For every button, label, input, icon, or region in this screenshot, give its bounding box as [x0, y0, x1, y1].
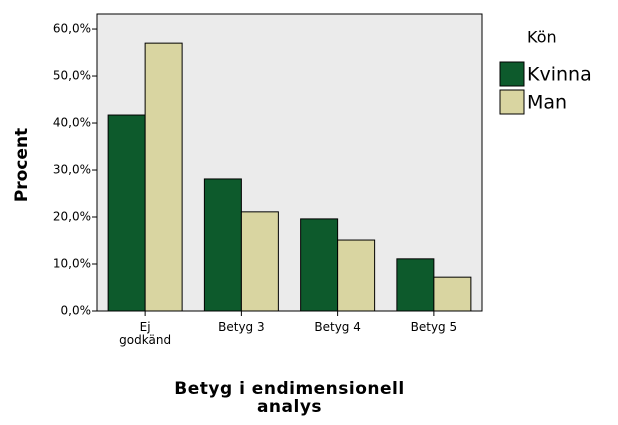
- legend-swatch: [499, 61, 525, 87]
- legend-swatch: [499, 89, 525, 115]
- y-tick-label: 40,0%: [53, 116, 91, 130]
- y-tick-label: 10,0%: [53, 257, 91, 271]
- y-tick-label: 30,0%: [53, 163, 91, 177]
- x-axis-label: Betyg i endimensionell analys: [174, 379, 405, 417]
- y-tick-label: 20,0%: [53, 210, 91, 224]
- x-tick-label: Betyg 5: [410, 320, 458, 334]
- bar: [240, 211, 279, 312]
- legend-title: Kön: [527, 28, 557, 47]
- bar: [433, 276, 472, 312]
- x-tick-label: Ej godkänd: [119, 320, 172, 347]
- bar: [107, 114, 146, 312]
- x-tick-label: Betyg 3: [218, 320, 265, 334]
- y-tick-label: 60,0%: [53, 22, 91, 36]
- y-tick-label: 50,0%: [53, 69, 91, 83]
- bar: [337, 239, 376, 312]
- y-tick-label: 0,0%: [61, 304, 92, 318]
- bar: [300, 218, 339, 312]
- plot-border: [96, 13, 483, 312]
- bar: [203, 178, 242, 312]
- y-axis-label: Procent: [12, 128, 32, 202]
- legend-label: Kvinna: [527, 64, 592, 86]
- x-tick-label: Betyg 4: [314, 320, 361, 334]
- bar: [396, 258, 435, 312]
- legend-label: Man: [527, 92, 567, 114]
- bar: [144, 42, 183, 312]
